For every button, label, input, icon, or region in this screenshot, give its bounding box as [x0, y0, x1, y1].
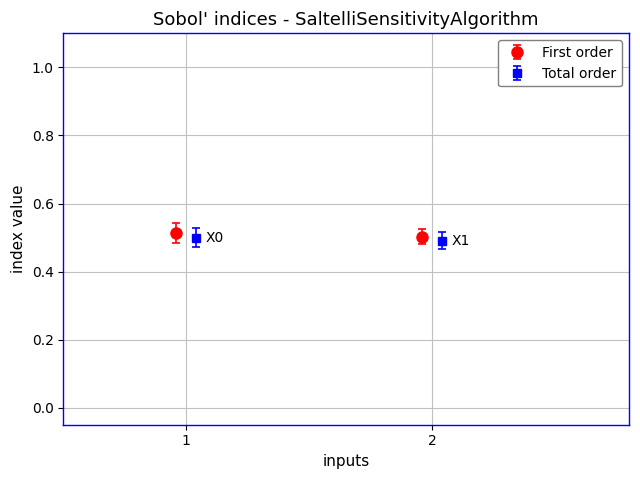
Text: X1: X1 [452, 234, 470, 248]
Text: X0: X0 [206, 230, 224, 244]
Title: Sobol' indices - SaltelliSensitivityAlgorithm: Sobol' indices - SaltelliSensitivityAlgo… [154, 11, 539, 29]
Legend: First order, Total order: First order, Total order [498, 40, 622, 86]
Y-axis label: index value: index value [11, 185, 26, 273]
X-axis label: inputs: inputs [323, 454, 370, 469]
